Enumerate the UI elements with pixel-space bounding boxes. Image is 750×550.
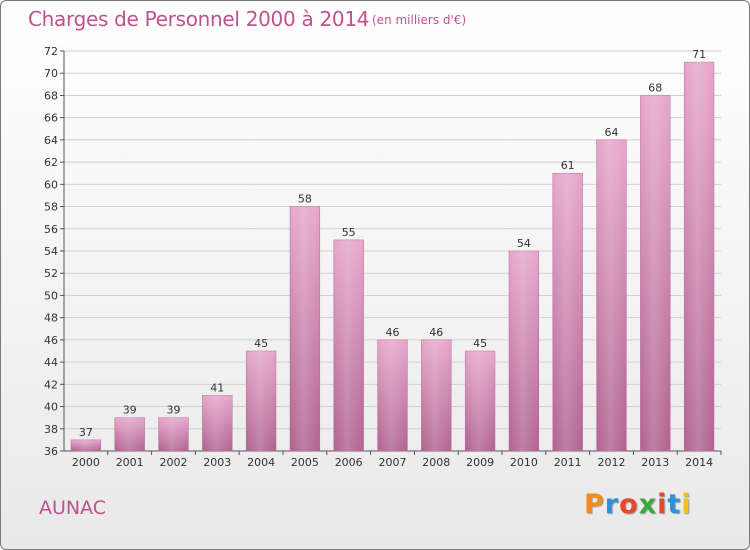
x-tick-label-2003: 2003 [203, 456, 231, 469]
logo-letter: P [584, 489, 605, 520]
bar-highlight [202, 395, 233, 451]
bar-highlight [684, 62, 714, 451]
bar-highlight [421, 339, 452, 451]
x-tick-label-2006: 2006 [335, 456, 363, 469]
y-tick-label: 42 [44, 378, 58, 391]
x-tick-label-2012: 2012 [598, 456, 626, 469]
data-label-2011: 61 [561, 159, 575, 172]
x-tick-label-2002: 2002 [160, 456, 188, 469]
data-label-2007: 46 [386, 326, 400, 339]
bar-highlight [509, 251, 539, 451]
y-tick-label: 56 [44, 223, 58, 236]
bar-layer: 37 39 39 41 45 58 55 46 46 45 54 61 64 68 71 [70, 48, 715, 452]
chart-title: Charges de Personnel 2000 à 2014 [28, 7, 370, 31]
y-tick-label: 60 [44, 178, 58, 191]
commune-name: AUNAC [39, 497, 107, 519]
x-tick-label-2004: 2004 [247, 456, 275, 469]
y-tick-label: 38 [44, 423, 58, 436]
y-tick-label: 72 [44, 45, 58, 58]
bar-highlight [640, 95, 671, 451]
x-tick-label-2011: 2011 [554, 456, 582, 469]
logo-letter: x [638, 489, 658, 520]
bar-highlight [246, 351, 276, 451]
logo-letter: i [657, 489, 668, 520]
y-tick-label: 52 [44, 267, 58, 280]
data-label-2005: 58 [298, 193, 312, 206]
x-tick-label-2007: 2007 [379, 456, 407, 469]
proxiti-logo: Proxiti [584, 489, 692, 520]
y-tick-label: 54 [44, 245, 58, 258]
bar-highlight [333, 239, 364, 451]
data-label-2014: 71 [692, 48, 706, 61]
data-label-2006: 55 [342, 226, 356, 239]
chart-subtitle: (en milliers d'€) [372, 13, 467, 27]
data-label-2010: 54 [517, 237, 531, 250]
x-tick-label-2001: 2001 [116, 456, 144, 469]
bar-highlight [114, 417, 145, 451]
data-label-2012: 64 [605, 126, 619, 139]
data-label-2008: 46 [429, 326, 443, 339]
y-tick-label: 40 [44, 401, 58, 414]
y-tick-label: 50 [44, 289, 58, 302]
y-tick-label: 66 [44, 112, 58, 125]
axis-layer: 36 38 40 42 44 46 48 50 52 54 56 58 60 62 64 66 68 70 72 20… [44, 45, 722, 469]
logo-letter: r [604, 489, 620, 520]
logo-letter: o [619, 489, 639, 520]
y-tick-label: 58 [44, 201, 58, 214]
bar-highlight [290, 206, 320, 451]
bar-highlight [71, 439, 101, 451]
x-tick-label-2000: 2000 [72, 456, 100, 469]
x-tick-label-2008: 2008 [422, 456, 450, 469]
x-tick-label-2009: 2009 [466, 456, 494, 469]
bar-highlight [465, 351, 495, 451]
x-tick-label-2005: 2005 [291, 456, 319, 469]
y-tick-label: 48 [44, 312, 58, 325]
x-tick-label-2013: 2013 [641, 456, 669, 469]
x-tick-label-2014: 2014 [685, 456, 713, 469]
x-tick-label-2010: 2010 [510, 456, 538, 469]
bar-highlight [377, 339, 408, 451]
data-label-2003: 41 [210, 381, 224, 394]
y-tick-label: 36 [44, 445, 58, 458]
data-label-2001: 39 [123, 404, 137, 417]
data-label-2000: 37 [79, 426, 93, 439]
y-tick-label: 46 [44, 334, 58, 347]
y-tick-label: 62 [44, 156, 58, 169]
data-label-2013: 68 [648, 81, 662, 94]
bar-highlight [552, 173, 583, 451]
data-label-2009: 45 [473, 337, 487, 350]
bar-highlight [158, 417, 189, 451]
y-tick-label: 44 [44, 356, 58, 369]
y-tick-label: 68 [44, 89, 58, 102]
bar-highlight [596, 139, 627, 451]
y-tick-label: 64 [44, 134, 58, 147]
logo-letter: t [667, 489, 682, 520]
data-label-2004: 45 [254, 337, 268, 350]
data-label-2002: 39 [167, 404, 181, 417]
y-tick-label: 70 [44, 67, 58, 80]
logo-letter: i [681, 489, 692, 520]
